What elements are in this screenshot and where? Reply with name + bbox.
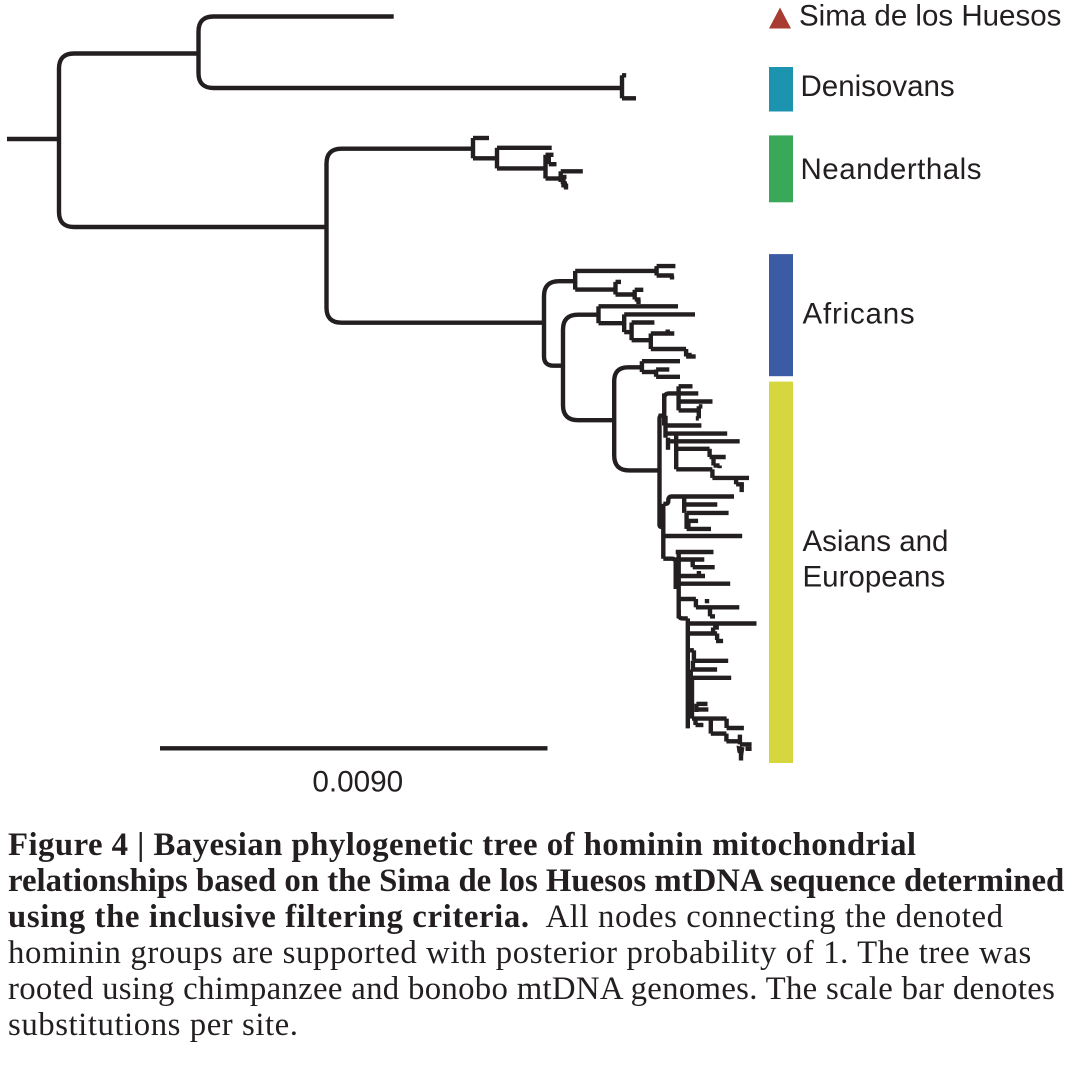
svg-text:Neanderthals: Neanderthals xyxy=(801,153,982,186)
svg-text:Africans: Africans xyxy=(803,298,916,331)
svg-text:Sima de los Huesos: Sima de los Huesos xyxy=(799,0,1061,32)
svg-text:0.0090: 0.0090 xyxy=(312,766,403,799)
svg-text:Asians and: Asians and xyxy=(803,525,949,558)
svg-text:Denisovans: Denisovans xyxy=(801,70,955,103)
svg-text:Europeans: Europeans xyxy=(803,560,946,593)
